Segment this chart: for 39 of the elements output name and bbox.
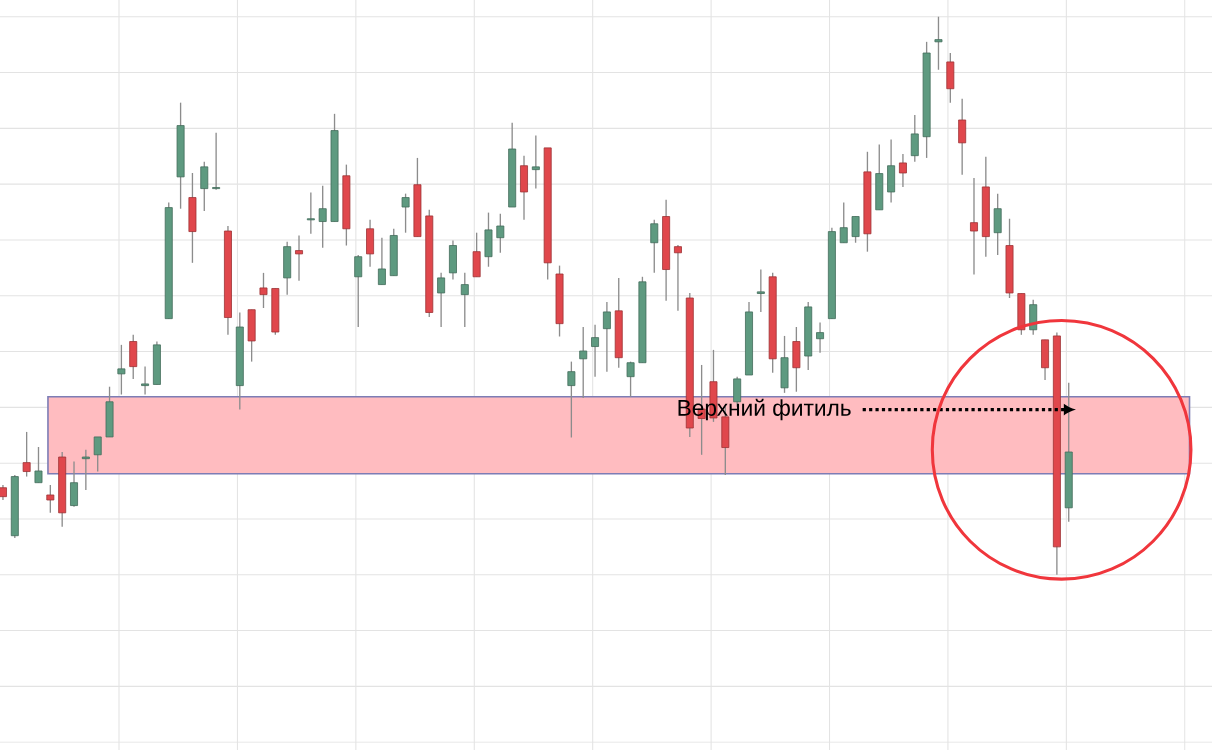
candlestick <box>958 98 967 176</box>
candlestick <box>756 268 765 313</box>
candlestick <box>626 360 635 398</box>
candlestick <box>377 237 386 286</box>
candlestick <box>567 360 576 439</box>
candlestick <box>34 446 43 484</box>
candlestick <box>46 484 55 514</box>
candlestick <box>437 272 446 328</box>
candlestick <box>460 272 469 328</box>
candlestick <box>141 365 150 396</box>
candlestick <box>898 153 907 188</box>
candlestick <box>212 132 221 191</box>
candlestick <box>993 192 1002 256</box>
candlestick <box>934 16 943 71</box>
candlestick <box>295 234 303 282</box>
candlestick <box>579 326 588 399</box>
candlestick <box>81 449 90 491</box>
candlestick <box>306 191 315 235</box>
candlestick <box>22 431 31 478</box>
candlestick <box>70 460 78 508</box>
candlestick <box>259 272 268 309</box>
candlestick <box>851 215 860 244</box>
candlestick <box>93 436 102 473</box>
candlestick <box>650 219 659 274</box>
candlestick <box>401 192 410 234</box>
candlestick <box>200 161 209 212</box>
candlestick <box>816 321 825 354</box>
candlestick <box>674 244 682 312</box>
candlestick <box>602 301 611 373</box>
candlestick <box>910 114 919 163</box>
candlestick <box>591 324 600 378</box>
candlestick <box>496 213 505 254</box>
candlestick <box>531 134 540 190</box>
candlestick <box>318 185 327 249</box>
candlestick <box>354 254 363 328</box>
candlestick <box>839 201 848 244</box>
candlestick <box>970 177 978 276</box>
candlestick <box>117 344 126 396</box>
annotation: Верхний фитиль <box>678 398 851 421</box>
